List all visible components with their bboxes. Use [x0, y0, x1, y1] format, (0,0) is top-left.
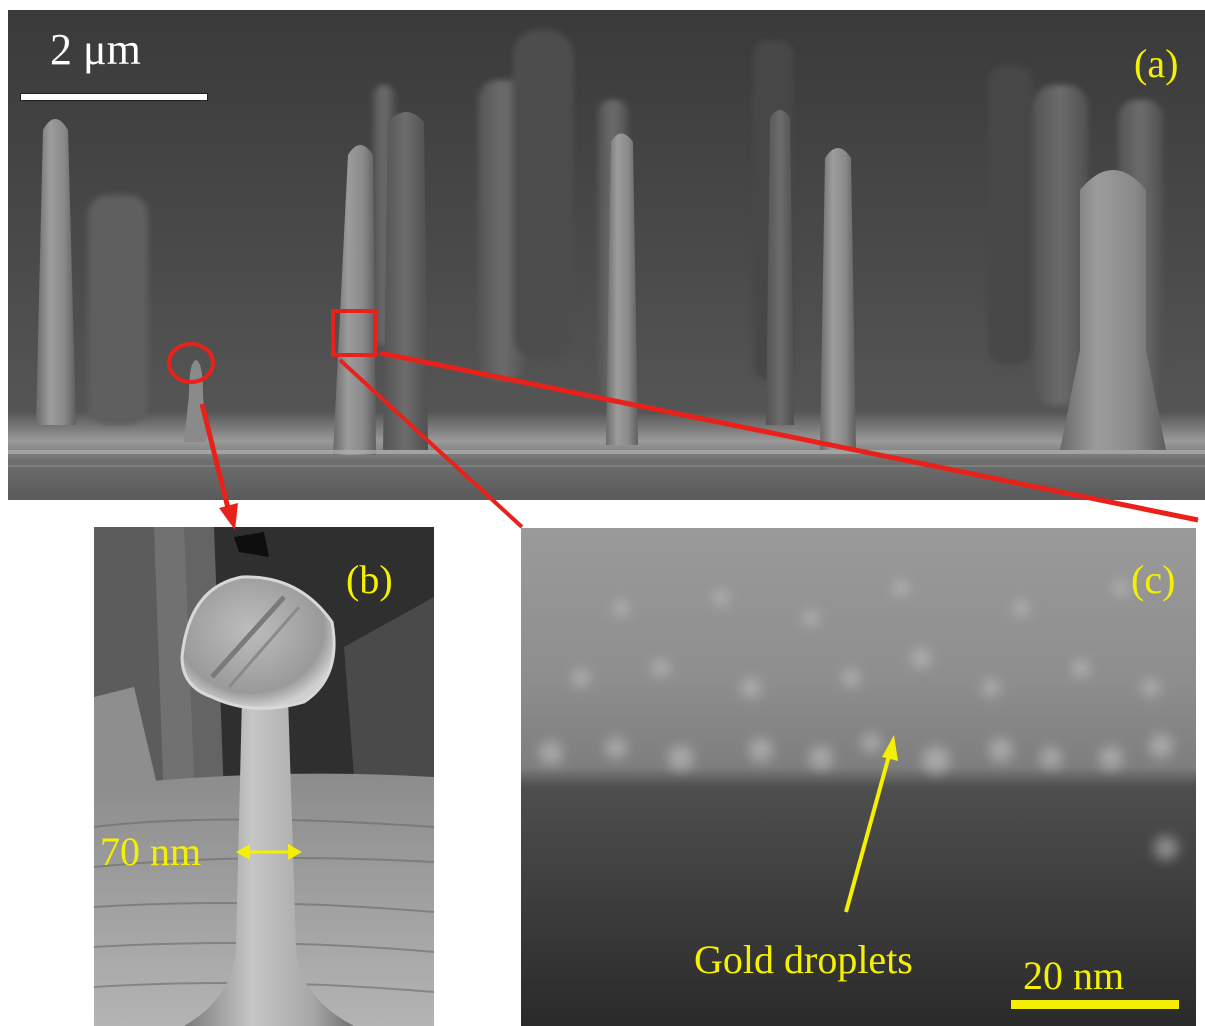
- droplet-spots: [539, 580, 1178, 860]
- panel-c-sem-image: (c) Gold droplets 20 nm: [521, 528, 1196, 1026]
- scale-bar-a: [20, 93, 208, 101]
- panel-label-a: (a): [1134, 41, 1179, 86]
- single-nanowire-image: [94, 527, 434, 1026]
- panel-label-b: (b): [346, 557, 393, 602]
- panel-label-c: (c): [1131, 557, 1176, 602]
- panel-a-sem-image: 2 μm (a): [8, 10, 1205, 500]
- panel-b-sem-image: (b) 70 nm: [94, 527, 434, 1026]
- nanowire-array-image: [8, 10, 1205, 500]
- diameter-measurement-label: 70 nm: [100, 829, 202, 874]
- gold-droplets-label: Gold droplets: [694, 937, 913, 982]
- scale-bar-label-a: 2 μm: [50, 25, 141, 74]
- scale-bar-c: [1011, 1000, 1179, 1009]
- scale-bar-label-c: 20 nm: [1023, 953, 1125, 998]
